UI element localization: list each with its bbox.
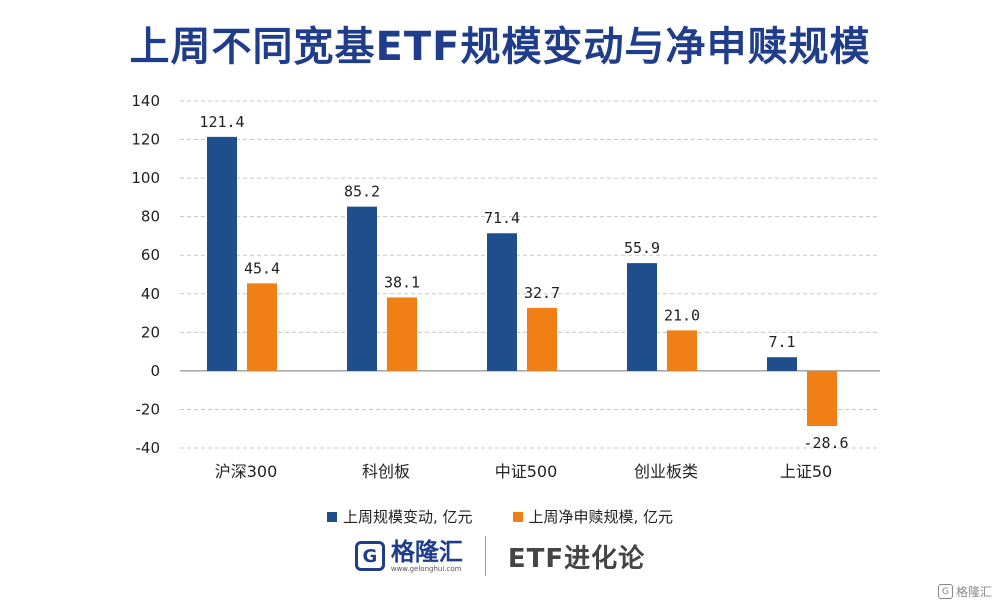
bar-chart: 140 120 100 80 60 40 20 0 -20 -40 121.4 45.4 沪深300 85…	[131, 92, 880, 481]
bar	[347, 206, 377, 371]
bar	[207, 136, 237, 371]
bar	[487, 233, 517, 371]
x-tick-label: 上证50	[780, 462, 832, 481]
legend-item-scale-change: 上周规模变动, 亿元	[326, 506, 473, 527]
data-label: 55.9	[624, 239, 660, 257]
legend-swatch-orange	[512, 511, 523, 522]
y-tick-label: 40	[141, 285, 160, 303]
brand-divider	[484, 536, 486, 576]
legend-item-net-subscription: 上周净申赎规模, 亿元	[512, 506, 674, 527]
data-label: 38.1	[384, 273, 420, 291]
bar	[667, 330, 697, 371]
y-tick-label: -20	[136, 400, 161, 418]
y-tick-label: 100	[131, 169, 160, 187]
data-label: 7.1	[768, 333, 795, 351]
y-tick-label: -40	[136, 439, 161, 457]
legend: 上周规模变动, 亿元 上周净申赎规模, 亿元	[0, 506, 1000, 527]
bar	[807, 370, 837, 427]
data-label: 85.2	[344, 183, 380, 201]
x-tick-label: 中证500	[495, 462, 558, 481]
legend-swatch-blue	[326, 511, 337, 522]
logo-name: 格隆汇	[390, 537, 463, 566]
chart-title: 上周不同宽基ETF规模变动与净申赎规模	[129, 24, 871, 70]
bar	[247, 283, 277, 371]
data-label: 45.4	[244, 259, 280, 277]
watermark: G 格隆汇	[937, 583, 992, 600]
logo-url: www.gelonghui.com	[390, 564, 462, 573]
data-label: 121.4	[199, 113, 244, 131]
brand-footer: G 格隆汇 www.gelonghui.com ETF进化论	[0, 536, 1000, 576]
y-tick-label: 20	[141, 323, 160, 341]
x-tick-label: 沪深300	[215, 462, 278, 481]
y-tick-label: 0	[150, 362, 160, 380]
bar	[527, 307, 557, 371]
watermark-text: 格隆汇	[955, 585, 992, 599]
watermark-icon: G	[937, 584, 953, 599]
gelonghui-logo: G 格隆汇 www.gelonghui.com	[354, 537, 463, 573]
x-tick-label: 创业板类	[634, 462, 698, 481]
legend-label: 上周规模变动, 亿元	[342, 508, 473, 526]
g-logo-icon: G	[354, 541, 385, 571]
legend-label: 上周净申赎规模, 亿元	[528, 508, 674, 526]
bar	[767, 357, 797, 371]
bar	[387, 297, 417, 371]
data-label: -28.6	[803, 434, 848, 452]
y-tick-label: 80	[141, 208, 160, 226]
x-tick-label: 科创板	[362, 462, 410, 481]
y-tick-label: 60	[141, 246, 160, 264]
data-label: 21.0	[664, 306, 700, 324]
y-tick-label: 140	[131, 92, 160, 110]
bar	[627, 263, 657, 371]
data-label: 71.4	[484, 209, 520, 227]
column-name: ETF进化论	[507, 543, 646, 574]
y-tick-label: 120	[131, 131, 160, 149]
data-label: 32.7	[524, 284, 560, 302]
